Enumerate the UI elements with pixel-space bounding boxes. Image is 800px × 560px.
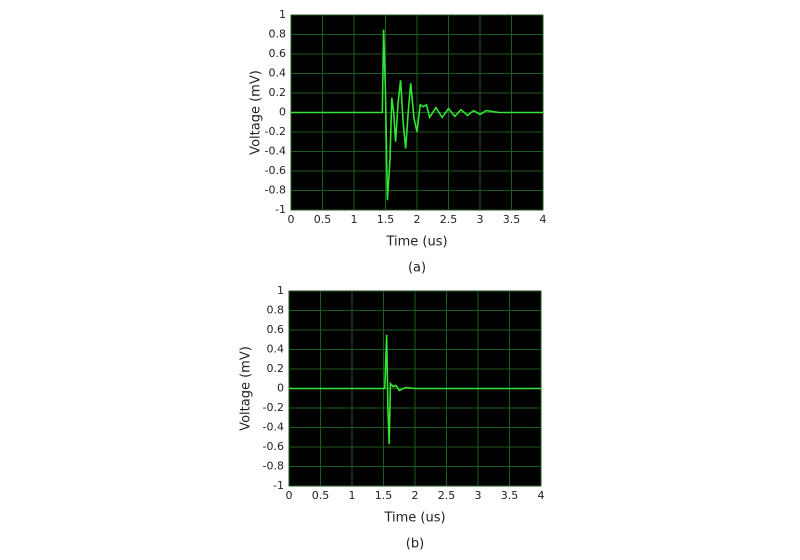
- y-tick-label: 0.6: [269, 47, 287, 60]
- y-tick-label: 0.4: [267, 343, 285, 356]
- y-tick-label: -0.6: [265, 164, 286, 177]
- x-tick-label: 0.5: [312, 489, 330, 502]
- x-tick-label: 3: [477, 213, 484, 226]
- y-axis-label: Voltage (mV): [239, 346, 254, 431]
- x-tick-label: 3.5: [503, 213, 521, 226]
- x-tick-label: 0: [286, 489, 293, 502]
- y-tick-label: 0: [279, 106, 286, 119]
- y-tick-label: -0.2: [265, 125, 286, 138]
- x-tick-label: 3: [475, 489, 482, 502]
- x-tick-label: 1.5: [377, 213, 395, 226]
- waveform: [291, 29, 543, 201]
- x-tick-label: 2: [412, 489, 419, 502]
- y-tick-label: -1: [275, 203, 286, 216]
- y-tick-label: 0.2: [267, 362, 285, 375]
- y-axis-label: Voltage (mV): [249, 70, 264, 155]
- y-tick-label: -0.4: [265, 145, 286, 158]
- x-tick-label: 2.5: [440, 213, 458, 226]
- x-tick-label: 4: [538, 489, 545, 502]
- y-tick-label: -0.4: [263, 421, 284, 434]
- caption: (a): [408, 261, 426, 276]
- x-tick-label: 1: [349, 489, 356, 502]
- y-tick-label: 1: [279, 8, 286, 21]
- y-tick-label: -0.8: [265, 184, 286, 197]
- y-tick-label: -0.2: [263, 401, 284, 414]
- x-tick-label: 2.5: [438, 489, 456, 502]
- y-tick-label: -0.6: [263, 440, 284, 453]
- x-tick-label: 0: [288, 213, 295, 226]
- caption: (b): [406, 537, 424, 552]
- x-tick-label: 1: [351, 213, 358, 226]
- x-tick-label: 3.5: [501, 489, 519, 502]
- x-tick-label: 4: [540, 213, 547, 226]
- x-axis-label: Time (us): [383, 511, 445, 526]
- y-tick-label: -0.8: [263, 460, 284, 473]
- y-tick-label: 0.2: [269, 86, 287, 99]
- waveform: [289, 334, 541, 445]
- y-tick-label: 0.6: [267, 323, 285, 336]
- y-tick-label: 0.8: [267, 304, 285, 317]
- x-tick-label: 0.5: [314, 213, 332, 226]
- y-tick-label: 1: [277, 284, 284, 297]
- y-tick-label: 0.8: [269, 28, 287, 41]
- x-tick-label: 1.5: [375, 489, 393, 502]
- y-tick-label: 0: [277, 382, 284, 395]
- y-tick-label: -1: [273, 479, 284, 492]
- y-tick-label: 0.4: [269, 67, 287, 80]
- x-axis-label: Time (us): [385, 235, 447, 250]
- x-tick-label: 2: [414, 213, 421, 226]
